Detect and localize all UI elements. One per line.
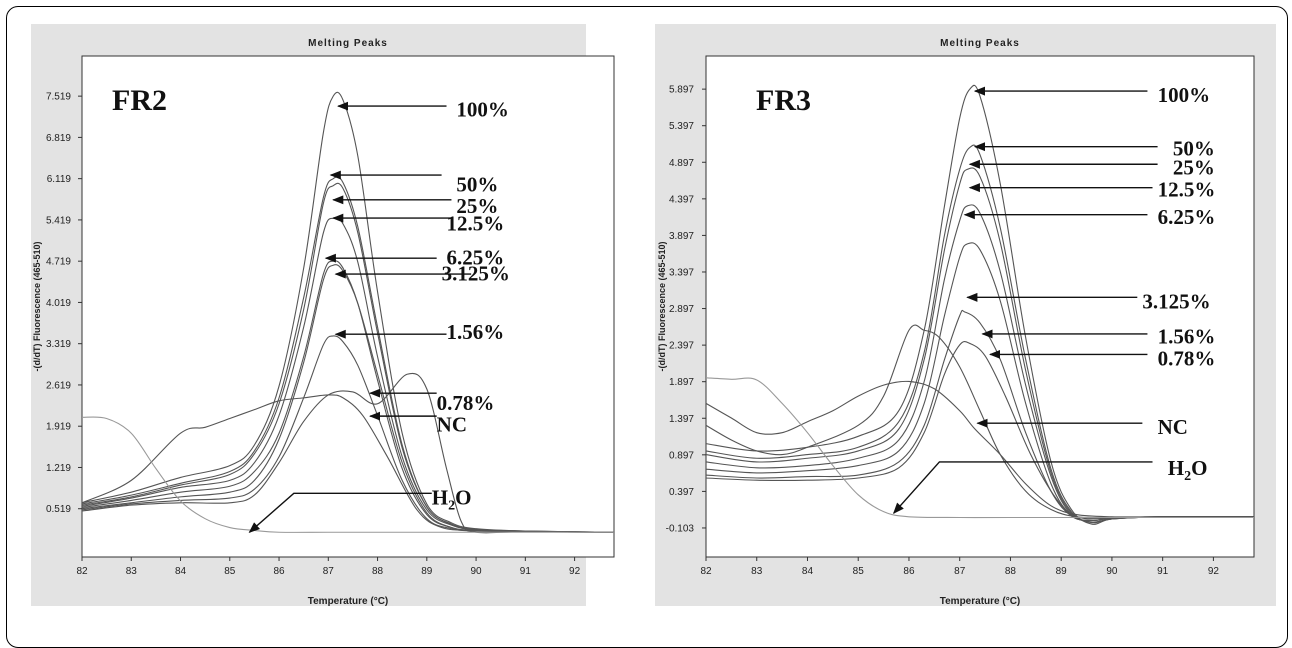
y-tick-label: 0.519: [46, 504, 71, 515]
y-tick-label: 3.897: [669, 231, 694, 242]
y-tick-label: 5.397: [669, 121, 694, 132]
y-tick-label: 6.819: [46, 133, 71, 144]
x-tick-label: 83: [126, 566, 138, 577]
annotation-6-25: 6.25%: [447, 246, 505, 270]
series-line-1-56: [705, 341, 1255, 520]
series-line-3-125: [705, 309, 1255, 522]
x-tick-label: 91: [520, 566, 532, 577]
series-line-nc: [81, 394, 615, 533]
x-tick-label: 88: [1005, 566, 1017, 577]
series-line-h2o: [81, 416, 614, 533]
annotation-h2o: H2O: [1168, 456, 1208, 484]
y-tick-label: 2.897: [669, 304, 694, 315]
x-tick-label: 91: [1157, 566, 1169, 577]
x-tick-label: 86: [903, 566, 915, 577]
annotation-25: 25%: [456, 194, 498, 218]
x-tick-label: 87: [323, 566, 335, 577]
annotation-100: 100%: [456, 98, 509, 122]
y-tick-label: 7.519: [46, 92, 71, 103]
annotation-1-56: 1.56%: [447, 320, 505, 344]
y-tick-label: 2.619: [46, 380, 71, 391]
x-tick-label: 90: [1106, 566, 1118, 577]
annotation-25: 25%: [1173, 155, 1215, 179]
annotation-nc: NC: [1158, 415, 1188, 439]
y-tick-label: 4.397: [669, 194, 694, 205]
x-tick-label: 88: [372, 566, 384, 577]
x-tick-label: 85: [853, 566, 865, 577]
y-tick-label: -0.103: [666, 523, 695, 534]
y-axis-label: -(d/dT) Fluorescence (465-510): [32, 241, 42, 371]
series-line-100: [81, 91, 615, 533]
x-tick-label: 92: [569, 566, 581, 577]
annotation-12-5: 12.5%: [447, 211, 505, 235]
x-tick-label: 83: [751, 566, 763, 577]
panel-label: FR2: [112, 84, 167, 117]
y-tick-label: 1.897: [669, 377, 694, 388]
y-tick-label: 3.397: [669, 267, 694, 278]
chart-title: Melting Peaks: [940, 38, 1020, 49]
series-line-h2o: [705, 377, 1254, 519]
arrow-h2o: [892, 461, 1153, 514]
x-tick-label: 82: [76, 566, 88, 577]
x-tick-label: 86: [273, 566, 285, 577]
panel-label: FR3: [756, 84, 811, 117]
y-tick-label: 6.119: [47, 174, 72, 185]
x-tick-label: 89: [421, 566, 433, 577]
annotation-100: 100%: [1158, 83, 1211, 107]
plot-area: [81, 55, 615, 558]
annotation-0-78: 0.78%: [437, 391, 495, 415]
y-tick-label: 4.019: [46, 298, 71, 309]
arrow-h2o: [248, 492, 432, 533]
y-tick-label: 5.419: [46, 215, 71, 226]
series-line-25: [705, 167, 1255, 523]
y-tick-label: 5.897: [669, 85, 694, 96]
annotation-3-125: 3.125%: [1142, 289, 1210, 313]
annotation-h2o: H2O: [432, 486, 472, 514]
panel-fr2: Melting Peaks 0.519 1.219 1.919 2.619 3.319 4.…: [31, 24, 615, 607]
annotation-1-56: 1.56%: [1158, 324, 1216, 348]
y-tick-label: 4.897: [669, 158, 694, 169]
annotation-50: 50%: [1173, 136, 1215, 160]
x-tick-label: 84: [802, 566, 814, 577]
y-tick-label: 1.397: [669, 414, 694, 425]
y-tick-label: 3.319: [46, 339, 71, 350]
annotation-6-25: 6.25%: [1158, 205, 1216, 229]
annotation-12-5: 12.5%: [1158, 177, 1216, 201]
y-tick-label: 4.719: [46, 257, 71, 268]
x-tick-label: 92: [1208, 566, 1220, 577]
plot-area: [705, 55, 1255, 558]
x-tick-label: 84: [175, 566, 187, 577]
y-axis-label: -(d/dT) Fluorescence (465-510): [657, 241, 667, 371]
x-axis-label: Temperature (°C): [308, 596, 389, 607]
y-tick-label: 1.919: [46, 422, 71, 433]
series-line-nc: [705, 380, 1254, 518]
chart-title: Melting Peaks: [308, 38, 388, 49]
x-tick-label: 89: [1056, 566, 1068, 577]
y-tick-label: 0.897: [669, 450, 694, 461]
annotation-0-78: 0.78%: [1158, 346, 1216, 370]
melting-peaks-figure: Melting Peaks 0.519 1.219 1.919 2.619 3.319 4.…: [31, 24, 1276, 607]
y-tick-label: 2.397: [669, 341, 694, 352]
y-tick-label: 0.397: [669, 487, 694, 498]
panel-fr3: Melting Peaks -0.103 0.397 0.897 1.397 1.897 2…: [655, 24, 1276, 607]
annotation-50: 50%: [456, 173, 498, 197]
annotation-3-125: 3.125%: [442, 262, 510, 286]
x-axis-label: Temperature (°C): [940, 596, 1021, 607]
x-tick-label: 90: [471, 566, 483, 577]
series-line-3-125: [81, 264, 615, 533]
x-tick-label: 85: [224, 566, 236, 577]
annotation-nc: NC: [437, 412, 467, 436]
y-tick-label: 1.219: [46, 463, 71, 474]
x-tick-label: 82: [700, 566, 712, 577]
x-tick-label: 87: [954, 566, 966, 577]
